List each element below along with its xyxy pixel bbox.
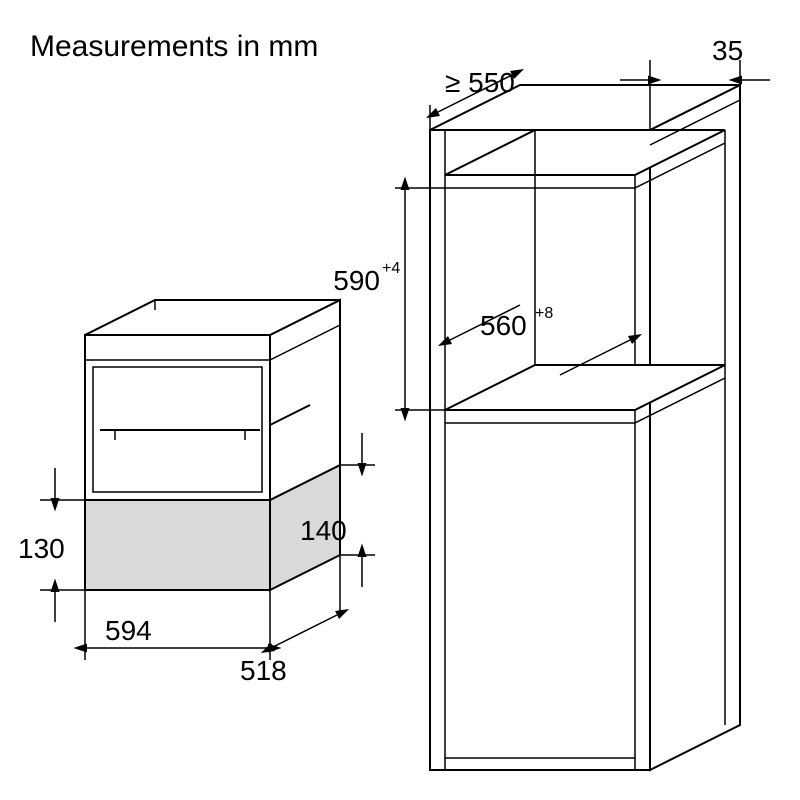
label-130: 130 xyxy=(18,533,65,564)
dim-594: 594 xyxy=(85,590,270,660)
label-560-tol: +8 xyxy=(535,305,553,322)
label-594: 594 xyxy=(105,615,152,646)
dim-590: 590 +4 xyxy=(333,188,445,410)
dim-130: 130 xyxy=(18,468,85,622)
diagram-canvas: Measurements in mm xyxy=(0,0,800,800)
label-560: 560 xyxy=(480,310,527,341)
label-518: 518 xyxy=(240,655,287,686)
technical-drawing: 35 ≥ 550 590 +4 560 +8 xyxy=(0,0,800,800)
label-590-tol: +4 xyxy=(382,260,400,277)
label-35: 35 xyxy=(712,35,743,66)
label-550: ≥ 550 xyxy=(445,67,515,98)
label-590: 590 xyxy=(333,265,380,296)
label-140: 140 xyxy=(300,515,347,546)
